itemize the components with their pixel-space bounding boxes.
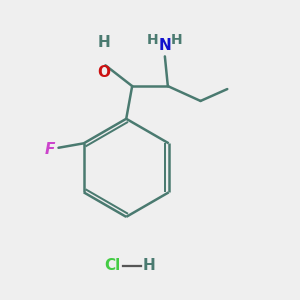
Text: Cl: Cl (104, 258, 120, 273)
Text: H: H (171, 34, 183, 47)
Text: F: F (45, 142, 56, 157)
Text: H: H (98, 35, 110, 50)
Text: H: H (142, 258, 155, 273)
Text: N: N (158, 38, 171, 53)
Text: O: O (98, 65, 110, 80)
Text: H: H (147, 34, 159, 47)
